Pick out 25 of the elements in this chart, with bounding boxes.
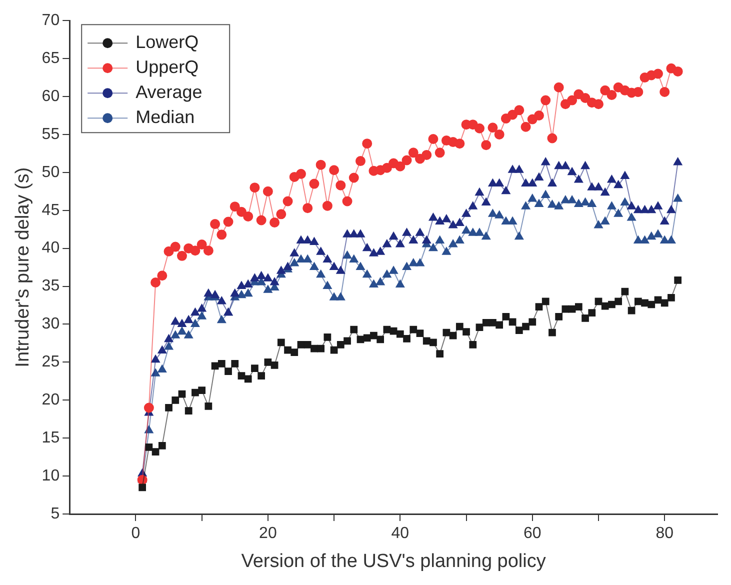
legend-label: Median [136, 107, 195, 128]
legend-label: UpperQ [136, 57, 199, 78]
y-tick-label: 10 [42, 467, 60, 484]
x-tick-label: 20 [259, 525, 277, 542]
y-tick-label: 30 [42, 316, 60, 333]
y-tick-label: 70 [42, 12, 60, 30]
y-tick-label: 5 [50, 505, 60, 522]
x-tick-label: 80 [656, 525, 674, 542]
y-axis-title: Intruder's pure delay (s) [12, 167, 34, 368]
y-tick-label: 65 [42, 50, 60, 67]
y-tick-label: 50 [42, 164, 60, 181]
y-tick-label: 60 [42, 88, 60, 105]
y-tick-label: 55 [42, 126, 60, 143]
x-tick-label: 0 [131, 525, 140, 542]
legend-label: LowerQ [136, 32, 199, 52]
x-tick-label: 40 [391, 525, 410, 542]
y-tick-label: 25 [42, 354, 60, 371]
legend-label: Average [136, 82, 202, 102]
y-tick-label: 35 [42, 278, 60, 295]
y-tick-label: 45 [42, 202, 60, 219]
y-tick-label: 40 [42, 240, 60, 257]
x-axis-title: Version of the USV's planning policy [241, 550, 546, 572]
y-tick-label: 15 [42, 430, 60, 446]
y-tick-label: 20 [42, 392, 60, 409]
x-tick-label: 60 [523, 525, 542, 542]
